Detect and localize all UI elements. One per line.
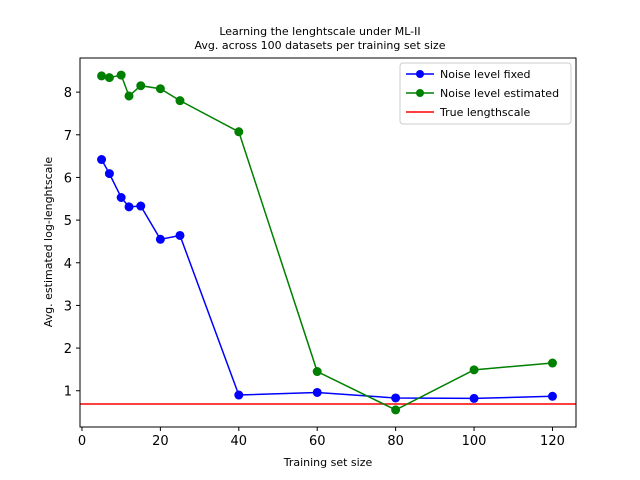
x-tick-label: 40	[231, 434, 248, 449]
series-1-point	[234, 127, 244, 137]
series-1-point	[124, 91, 134, 101]
y-tick-label: 4	[64, 257, 72, 272]
series-1-point	[175, 96, 185, 106]
series-0-point	[155, 234, 165, 244]
legend: Noise level fixed Noise level estimated Tr…	[399, 62, 572, 125]
x-tick-label: 60	[309, 434, 326, 449]
series-0-point	[175, 230, 185, 240]
x-tick-label: 80	[387, 434, 404, 449]
series-1-point	[136, 81, 146, 91]
plot-area	[80, 70, 576, 415]
legend-box	[399, 62, 572, 125]
legend-label: Noise level fixed	[440, 68, 531, 81]
series-1-point	[391, 405, 401, 415]
x-axis: 0 20 40 60 80 100 120	[78, 427, 565, 449]
y-tick-label: 2	[64, 342, 72, 357]
axes-frame	[79, 57, 577, 428]
y-tick-label: 5	[64, 214, 72, 229]
x-tick-label: 120	[540, 434, 565, 449]
y-tick-label: 1	[64, 385, 72, 400]
series-1-point	[547, 358, 557, 368]
series-1-point	[116, 70, 126, 80]
series-0-point	[124, 202, 134, 212]
series-1-point	[312, 367, 322, 377]
y-tick-label: 3	[64, 299, 72, 314]
series-0-point	[234, 390, 244, 400]
chart-subtitle: Avg. across 100 datasets per training se…	[195, 39, 446, 52]
x-tick-label: 20	[152, 434, 169, 449]
chart-title: Learning the lenghtscale under ML-II	[219, 25, 420, 38]
x-axis-label: Training set size	[283, 456, 373, 469]
series-0-point	[116, 192, 126, 202]
y-tick-label: 8	[64, 86, 72, 101]
series-line-0	[100, 159, 553, 400]
series-1-point	[104, 73, 114, 83]
y-tick-label: 6	[64, 171, 72, 186]
series-1-point	[155, 84, 165, 94]
y-axis-label: Avg. estimated log-lenghtscale	[42, 157, 55, 328]
legend-marker	[416, 89, 424, 97]
series-1-point	[469, 365, 479, 375]
legend-label: True lengthscale	[439, 106, 530, 119]
y-axis: 1 2 3 4 5 6 7 8	[64, 86, 80, 400]
series-0-point	[136, 201, 146, 211]
legend-marker	[416, 70, 424, 78]
y-tick-label: 7	[64, 129, 72, 144]
series-line-1	[101, 74, 553, 411]
x-tick-label: 100	[462, 434, 487, 449]
legend-label: Noise level estimated	[440, 87, 559, 100]
series-0-point	[312, 387, 322, 397]
series-0-point	[391, 393, 401, 403]
series-1-point	[97, 71, 107, 81]
series-0-point	[97, 155, 107, 165]
x-tick-label: 0	[78, 434, 86, 449]
series-0-point	[469, 393, 479, 403]
series-0-point	[547, 391, 557, 401]
series-0-point	[104, 169, 114, 179]
